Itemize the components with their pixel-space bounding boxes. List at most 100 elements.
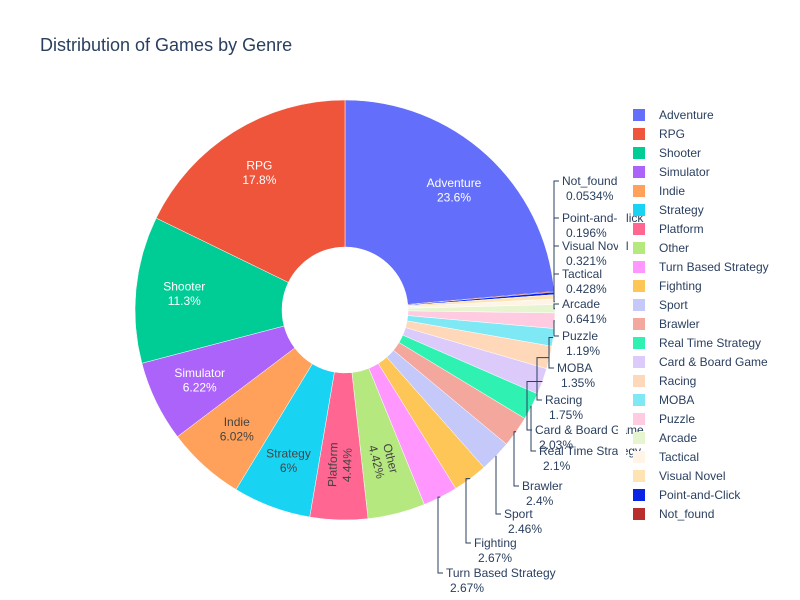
slice-label-racing: Racing 1.75% [545, 393, 583, 422]
legend-label: Fighting [659, 279, 702, 293]
legend-swatch [633, 280, 645, 292]
slice-label-indie: Indie 6.02% [220, 415, 254, 443]
slice-label-not-found: Not_found 0.0534% [562, 174, 617, 203]
legend-label: Card & Board Game [659, 355, 768, 369]
chart-title: Distribution of Games by Genre [40, 35, 292, 55]
legend-item-rpg[interactable]: RPG [633, 127, 685, 141]
legend-swatch [633, 394, 645, 406]
slice-label-puzzle: Puzzle 1.19% [562, 329, 600, 358]
legend-swatch [633, 166, 645, 178]
legend-swatch [633, 204, 645, 216]
legend-item-platform[interactable]: Platform [633, 222, 704, 236]
legend: Adventure RPG Shooter Simulator Indie Strateg… [618, 108, 769, 580]
legend-label: Arcade [659, 431, 697, 445]
legend-label: RPG [659, 127, 685, 141]
legend-swatch [633, 356, 645, 368]
slice-label-point-and-click: Point-and-Click 0.196% [562, 211, 644, 240]
legend-item-racing[interactable]: Racing [633, 374, 696, 388]
slice-label-card-board-game: Card & Board Game 2.03% [535, 423, 644, 452]
legend-item-adventure[interactable]: Adventure [633, 108, 714, 122]
leader-line-moba [548, 336, 554, 369]
legend-item-point-and-click[interactable]: Point-and-Click [633, 488, 741, 502]
legend-label: MOBA [659, 393, 694, 407]
slice-label-simulator: Simulator 6.22% [174, 366, 225, 394]
legend-label: Platform [659, 222, 704, 236]
legend-swatch [633, 128, 645, 140]
legend-item-turn-based-strategy[interactable]: Turn Based Strategy [633, 260, 769, 274]
legend-label: Turn Based Strategy [659, 260, 769, 274]
leader-line-racing [536, 357, 550, 401]
leader-line-point-and-click [553, 217, 559, 294]
leader-line-not-found [553, 180, 559, 293]
legend-swatch [633, 337, 645, 349]
legend-item-strategy[interactable]: Strategy [633, 203, 704, 217]
slice-rpg [155, 99, 346, 283]
legend-item-other[interactable]: Other [633, 241, 689, 255]
legend-label: Indie [659, 184, 685, 198]
legend-swatch [633, 261, 645, 273]
legend-item-visual-novel[interactable]: Visual Novel [633, 469, 725, 483]
legend-item-simulator[interactable]: Simulator [633, 165, 710, 179]
legend-item-real-time-strategy[interactable]: Real Time Strategy [633, 336, 761, 350]
slice-label-rpg: RPG 17.8% [242, 158, 276, 186]
legend-label: Brawler [659, 317, 700, 331]
leader-line-fighting [465, 478, 471, 544]
legend-item-fighting[interactable]: Fighting [633, 279, 702, 293]
slice-shooter [134, 217, 289, 364]
legend-swatch [633, 242, 645, 254]
legend-swatch [633, 299, 645, 311]
slice-label-shooter: Shooter 11.3% [163, 280, 205, 308]
leader-line-arcade [553, 303, 559, 310]
legend-swatch [633, 375, 645, 387]
legend-label: Real Time Strategy [659, 336, 761, 350]
legend-item-brawler[interactable]: Brawler [633, 317, 700, 331]
legend-item-shooter[interactable]: Shooter [633, 146, 701, 160]
slice-label-turn-based-strategy: Turn Based Strategy 2.67% [446, 566, 556, 595]
legend-item-moba[interactable]: MOBA [633, 393, 694, 407]
legend-swatch [633, 413, 645, 425]
slices-layer [134, 99, 556, 521]
legend-label: Shooter [659, 146, 701, 160]
legend-swatch [633, 185, 645, 197]
legend-gutter [618, 160, 626, 580]
legend-label: Visual Novel [659, 469, 725, 483]
legend-label: Tactical [659, 450, 699, 464]
outside-labels-layer: Adventure 23.6%Other4.42%Platform4.44%Str… [163, 158, 644, 595]
leader-line-visual-novel [553, 245, 559, 298]
legend-swatch [633, 489, 645, 501]
legend-swatch [633, 432, 645, 444]
legend-label: Other [659, 241, 689, 255]
leader-line-brawler [513, 431, 519, 487]
leader-line-card-board-game [526, 380, 543, 431]
legend-swatch [633, 318, 645, 330]
legend-swatch [633, 508, 645, 520]
leader-line-tactical [553, 273, 559, 303]
legend-label: Racing [659, 374, 696, 388]
legend-swatch [633, 223, 645, 235]
legend-item-card-board-game[interactable]: Card & Board Game [633, 355, 768, 369]
slice-label-adventure: Adventure 23.6% [427, 176, 482, 204]
slice-adventure [344, 99, 555, 305]
legend-label: Adventure [659, 108, 714, 122]
legend-label: Puzzle [659, 412, 695, 426]
legend-item-indie[interactable]: Indie [633, 184, 685, 198]
leader-line-sport [495, 455, 501, 515]
legend-item-sport[interactable]: Sport [633, 298, 688, 312]
legend-item-puzzle[interactable]: Puzzle [633, 412, 695, 426]
legend-item-arcade[interactable]: Arcade [633, 431, 697, 445]
leader-line-real-time-strategy [530, 405, 536, 452]
leader-line-puzzle [553, 320, 559, 337]
legend-item-tactical[interactable]: Tactical [633, 450, 699, 464]
legend-item-not-found[interactable]: Not_found [633, 507, 714, 521]
slice-label-moba: MOBA 1.35% [557, 361, 595, 390]
legend-swatch [633, 451, 645, 463]
slice-label-real-time-strategy: Real Time Strategy 2.1% [539, 444, 641, 473]
slice-label-fighting: Fighting 2.67% [474, 536, 517, 565]
slice-label-strategy: Strategy 6% [266, 447, 311, 475]
leader-line-turn-based-strategy [437, 496, 443, 574]
slice-label-tactical: Tactical 0.428% [562, 267, 607, 296]
slice-label-brawler: Brawler 2.4% [522, 479, 563, 508]
legend-swatch [633, 147, 645, 159]
legend-label: Not_found [659, 507, 714, 521]
